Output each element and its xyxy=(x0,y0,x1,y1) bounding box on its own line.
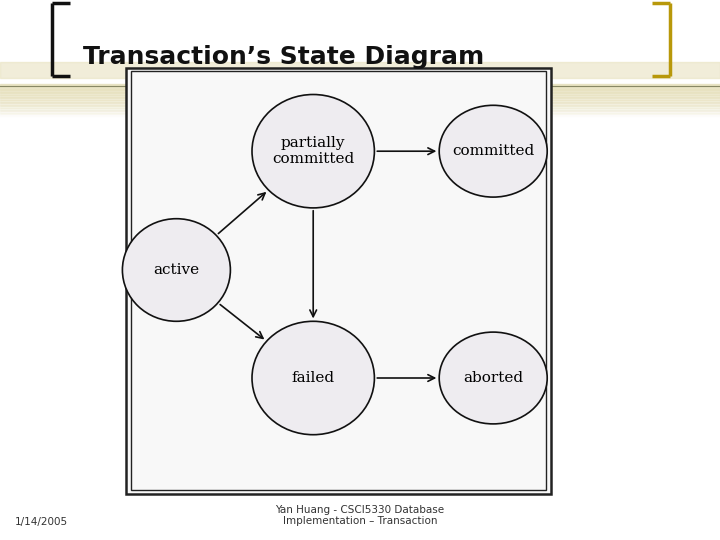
Bar xyxy=(0,113,720,114)
Bar xyxy=(0,89,720,90)
Bar xyxy=(0,90,720,92)
Bar xyxy=(131,71,546,490)
Ellipse shape xyxy=(439,332,547,424)
Text: failed: failed xyxy=(292,371,335,385)
Bar xyxy=(0,106,720,108)
Bar xyxy=(0,100,720,102)
Bar xyxy=(126,68,551,494)
Bar xyxy=(0,95,720,97)
Ellipse shape xyxy=(252,94,374,208)
Text: 1/14/2005: 1/14/2005 xyxy=(14,516,68,526)
Ellipse shape xyxy=(439,105,547,197)
Bar xyxy=(0,105,720,106)
Bar xyxy=(0,114,720,116)
Bar xyxy=(0,92,720,93)
Bar xyxy=(0,103,720,105)
Bar xyxy=(0,111,720,113)
Bar xyxy=(0,102,720,103)
Text: aborted: aborted xyxy=(463,371,523,385)
Text: Yan Huang - CSCI5330 Database
Implementation – Transaction: Yan Huang - CSCI5330 Database Implementa… xyxy=(276,505,444,526)
Bar xyxy=(0,84,720,85)
Text: Transaction’s State Diagram: Transaction’s State Diagram xyxy=(83,45,484,69)
Bar xyxy=(0,108,720,110)
Ellipse shape xyxy=(252,321,374,435)
Bar xyxy=(0,85,720,87)
Bar xyxy=(0,62,720,78)
Bar xyxy=(0,98,720,100)
Bar xyxy=(0,93,720,95)
Bar xyxy=(0,110,720,111)
Ellipse shape xyxy=(122,219,230,321)
Text: active: active xyxy=(153,263,199,277)
Bar xyxy=(0,97,720,98)
Text: partially
committed: partially committed xyxy=(272,136,354,166)
Bar xyxy=(0,87,720,89)
Text: committed: committed xyxy=(452,144,534,158)
